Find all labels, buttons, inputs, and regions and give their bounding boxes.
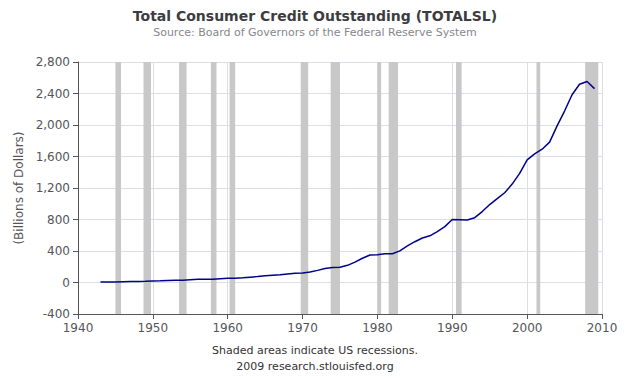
svg-text:1970: 1970 (287, 321, 318, 335)
svg-text:-400: -400 (43, 307, 70, 321)
svg-text:1980: 1980 (362, 321, 393, 335)
svg-text:2009 research.stlouisfed.org: 2009 research.stlouisfed.org (236, 360, 393, 373)
svg-text:2000: 2000 (512, 321, 543, 335)
svg-text:1950: 1950 (138, 321, 169, 335)
svg-text:(Billions of Dollars): (Billions of Dollars) (12, 131, 26, 244)
svg-text:Total Consumer Credit Outstand: Total Consumer Credit Outstanding (TOTAL… (133, 8, 497, 24)
svg-text:1960: 1960 (212, 321, 243, 335)
svg-text:2,400: 2,400 (36, 87, 70, 101)
svg-text:800: 800 (47, 213, 70, 227)
svg-text:0: 0 (62, 276, 70, 290)
svg-text:Source: Board of Governors of: Source: Board of Governors of the Federa… (153, 26, 477, 39)
svg-text:1,600: 1,600 (36, 150, 70, 164)
svg-text:2,000: 2,000 (36, 118, 70, 132)
svg-text:1,200: 1,200 (36, 181, 70, 195)
svg-text:1940: 1940 (63, 321, 94, 335)
svg-text:1990: 1990 (437, 321, 468, 335)
svg-text:Shaded areas indicate US reces: Shaded areas indicate US recessions. (212, 344, 418, 357)
svg-text:400: 400 (47, 244, 70, 258)
svg-text:2,800: 2,800 (36, 55, 70, 69)
svg-text:2010: 2010 (587, 321, 618, 335)
